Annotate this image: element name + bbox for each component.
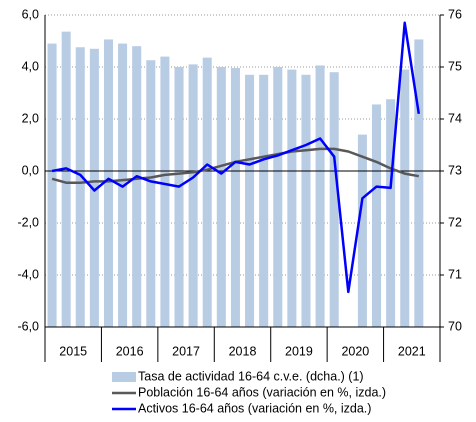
bar — [89, 48, 99, 328]
bar — [146, 60, 156, 328]
legend-label: Tasa de actividad 16-64 c.v.e. (dcha.) (… — [138, 369, 364, 383]
bar — [287, 69, 297, 327]
line — [51, 21, 421, 294]
y2-tick-label: 74 — [448, 111, 462, 125]
bar — [160, 56, 170, 327]
bar — [202, 57, 212, 327]
legend-swatch — [112, 372, 136, 382]
y2-tick-label: 70 — [448, 319, 462, 333]
x-tick-label: 2015 — [59, 344, 87, 358]
y2-tick-label: 73 — [448, 163, 462, 177]
bar — [357, 134, 367, 327]
x-tick-label: 2017 — [172, 344, 200, 358]
x-tick-label: 2021 — [398, 344, 426, 358]
bar — [372, 104, 382, 327]
x-tick-label: 2018 — [229, 344, 257, 358]
bar — [315, 65, 325, 327]
y-tick-label: 2,0 — [22, 111, 39, 125]
x-tick-label: 2020 — [341, 344, 369, 358]
bar — [61, 31, 71, 327]
bar — [174, 67, 184, 327]
y-tick-label: 4,0 — [22, 59, 39, 73]
y2-tick-label: 75 — [448, 59, 462, 73]
bar — [245, 74, 255, 327]
bar — [414, 39, 424, 327]
y-tick-label: -6,0 — [17, 319, 39, 333]
bar — [386, 99, 396, 328]
y2-tick-label: 76 — [448, 7, 462, 21]
bar — [400, 69, 410, 327]
bar — [329, 72, 339, 327]
x-tick-label: 2016 — [116, 344, 144, 358]
bar — [301, 74, 311, 327]
legend-label: Activos 16-64 años (variación en %, izda… — [138, 401, 371, 415]
y-tick-label: -4,0 — [17, 267, 39, 281]
y-tick-label: 6,0 — [22, 7, 39, 21]
y2-tick-label: 71 — [448, 267, 462, 281]
bar — [47, 43, 57, 327]
bar — [273, 67, 283, 327]
y-tick-label: 0,0 — [22, 163, 39, 177]
y-tick-label: -2,0 — [17, 215, 39, 229]
bar — [259, 74, 269, 327]
x-tick-label: 2019 — [285, 344, 313, 358]
legend-label: Población 16-64 años (variación en %, iz… — [138, 385, 386, 399]
bar — [230, 68, 240, 327]
bar — [188, 64, 198, 328]
bar — [75, 47, 85, 328]
bar — [103, 39, 113, 327]
bar — [216, 67, 226, 327]
y2-tick-label: 72 — [448, 215, 462, 229]
bar — [132, 46, 142, 327]
